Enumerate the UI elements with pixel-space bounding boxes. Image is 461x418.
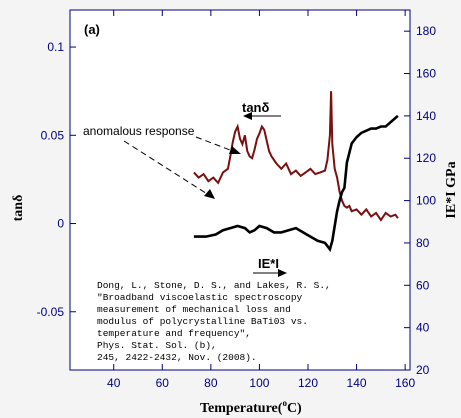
y-left-tick-label: 0.1	[47, 40, 64, 54]
citation-line: modulus of polycrystalline BaTi03 vs.	[97, 316, 308, 327]
x-tick-label: 120	[298, 376, 318, 390]
y-left-axis-ticks: 0.1 0.05 0 -0.05	[37, 40, 76, 319]
plot-background	[70, 10, 410, 370]
y-right-tick-label: 80	[416, 236, 430, 250]
citation-line: measurement of mechanical loss and	[97, 304, 291, 315]
plot-frame	[69, 9, 411, 371]
anomalous-arrow-lower	[123, 140, 213, 198]
citation-line: temperature and frequency",	[97, 328, 251, 339]
y-right-tick-label: 20	[416, 363, 430, 377]
series-line-tan-delta	[193, 91, 399, 222]
x-axis-title-part: Temperature(	[200, 401, 283, 416]
x-axis-ticks: 40 60 80 100 120 140 160	[107, 10, 415, 390]
citation-block: Dong, L., Stone, D. S., and Lakes, R. S.…	[97, 280, 331, 363]
modulus-arrowhead	[278, 269, 287, 277]
x-tick-label: 80	[204, 376, 218, 390]
x-axis-title: Temperature(oC)	[200, 398, 302, 416]
y-right-tick-label: 140	[416, 109, 436, 123]
citation-line: "Broadband viscoelastic spectroscopy	[97, 292, 303, 303]
x-axis-title-part: C)	[287, 401, 302, 416]
y-right-tick-label: 120	[416, 151, 436, 165]
x-tick-label: 40	[107, 376, 121, 390]
x-tick-label: 60	[156, 376, 170, 390]
y-right-axis-ticks: 180 160 140 120 100 80 60 40 20	[404, 24, 436, 377]
y-left-tick-label: 0.05	[41, 128, 65, 142]
anomalous-arrowhead-lower	[204, 189, 215, 199]
modulus-series-label: IE*I	[258, 256, 279, 271]
x-axis-title-degree: o	[282, 398, 287, 408]
y-right-tick-label: 60	[416, 278, 430, 292]
y-right-axis-title: IE*I GPa	[444, 161, 459, 218]
anomalous-arrow-upper	[195, 136, 239, 154]
y-left-axis-title: tanδ	[11, 195, 26, 222]
y-right-tick-label: 180	[416, 24, 436, 38]
y-left-tick-label: -0.05	[37, 305, 65, 319]
anomalous-arrowhead-upper	[229, 146, 241, 154]
tan-delta-series-label: tanδ	[242, 100, 270, 115]
x-tick-label: 160	[395, 376, 415, 390]
citation-line: Phys. Stat. Sol. (b),	[97, 340, 217, 351]
y-left-tick-label: 0	[57, 217, 64, 231]
x-tick-label: 140	[347, 376, 367, 390]
panel-label: (a)	[84, 22, 100, 37]
citation-line: 245, 2422-2432, Nov. (2008).	[97, 352, 257, 363]
y-right-tick-label: 40	[416, 321, 430, 335]
x-tick-label: 100	[249, 376, 269, 390]
anomalous-response-label: anomalous response	[83, 124, 195, 138]
y-right-tick-label: 160	[416, 67, 436, 81]
tan-delta-arrowhead	[243, 112, 252, 120]
y-right-tick-label: 100	[416, 194, 436, 208]
citation-line: Dong, L., Stone, D. S., and Lakes, R. S.…	[97, 280, 331, 291]
series-line-modulus	[193, 114, 399, 253]
